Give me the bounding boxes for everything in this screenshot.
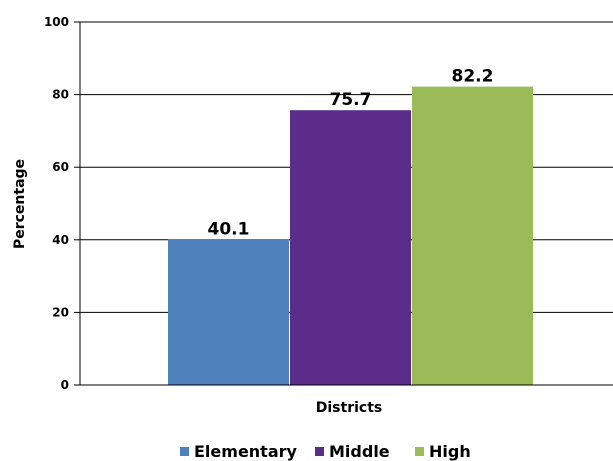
y-tick-label: 80: [52, 88, 69, 102]
legend-swatch-high: [415, 447, 424, 456]
y-tick-label: 20: [52, 305, 69, 319]
legend-swatch-elementary: [180, 447, 189, 456]
legend-label-high: High: [429, 442, 471, 461]
y-axis-title: Percentage: [12, 159, 28, 249]
data-label-high: 82.2: [452, 67, 494, 87]
legend-label-elementary: Elementary: [194, 442, 298, 461]
legend-swatch-middle: [315, 447, 324, 456]
y-axis-ticks: 0 20 40 60 80 100: [44, 15, 80, 392]
y-tick-label: 100: [44, 15, 69, 29]
x-axis-title: Districts: [316, 400, 382, 416]
y-tick-label: 0: [61, 378, 69, 392]
data-labels: 40.1 75.7 82.2: [208, 67, 494, 240]
y-tick-label: 60: [52, 160, 69, 174]
bar-high: [412, 86, 533, 385]
legend-label-middle: Middle: [329, 442, 390, 461]
data-label-middle: 75.7: [330, 90, 372, 110]
bar-elementary: [168, 239, 289, 385]
y-tick-label: 40: [52, 233, 69, 247]
data-label-elementary: 40.1: [208, 219, 250, 239]
legend: Elementary Middle High: [180, 442, 471, 461]
bar-middle: [290, 110, 411, 386]
bars: [168, 86, 533, 386]
